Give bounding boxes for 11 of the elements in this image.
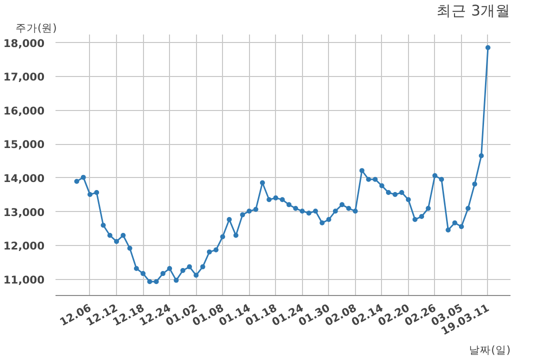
- y-tick-label: 16,000: [3, 104, 45, 118]
- x-axis-title: 날짜(일): [469, 344, 511, 356]
- y-tick-label: 13,000: [3, 206, 45, 219]
- y-tick-label: 15,000: [3, 138, 45, 152]
- chart-title: 최근 3개월: [436, 2, 510, 20]
- y-tick-label: 12,000: [3, 240, 45, 253]
- y-axis-title: 주가(원): [16, 22, 57, 34]
- y-tick-label: 11,000: [3, 273, 45, 286]
- y-tick-label: 17,000: [3, 70, 45, 84]
- y-tick-label: 18,000: [3, 36, 45, 50]
- y-tick-label: 14,000: [3, 172, 45, 185]
